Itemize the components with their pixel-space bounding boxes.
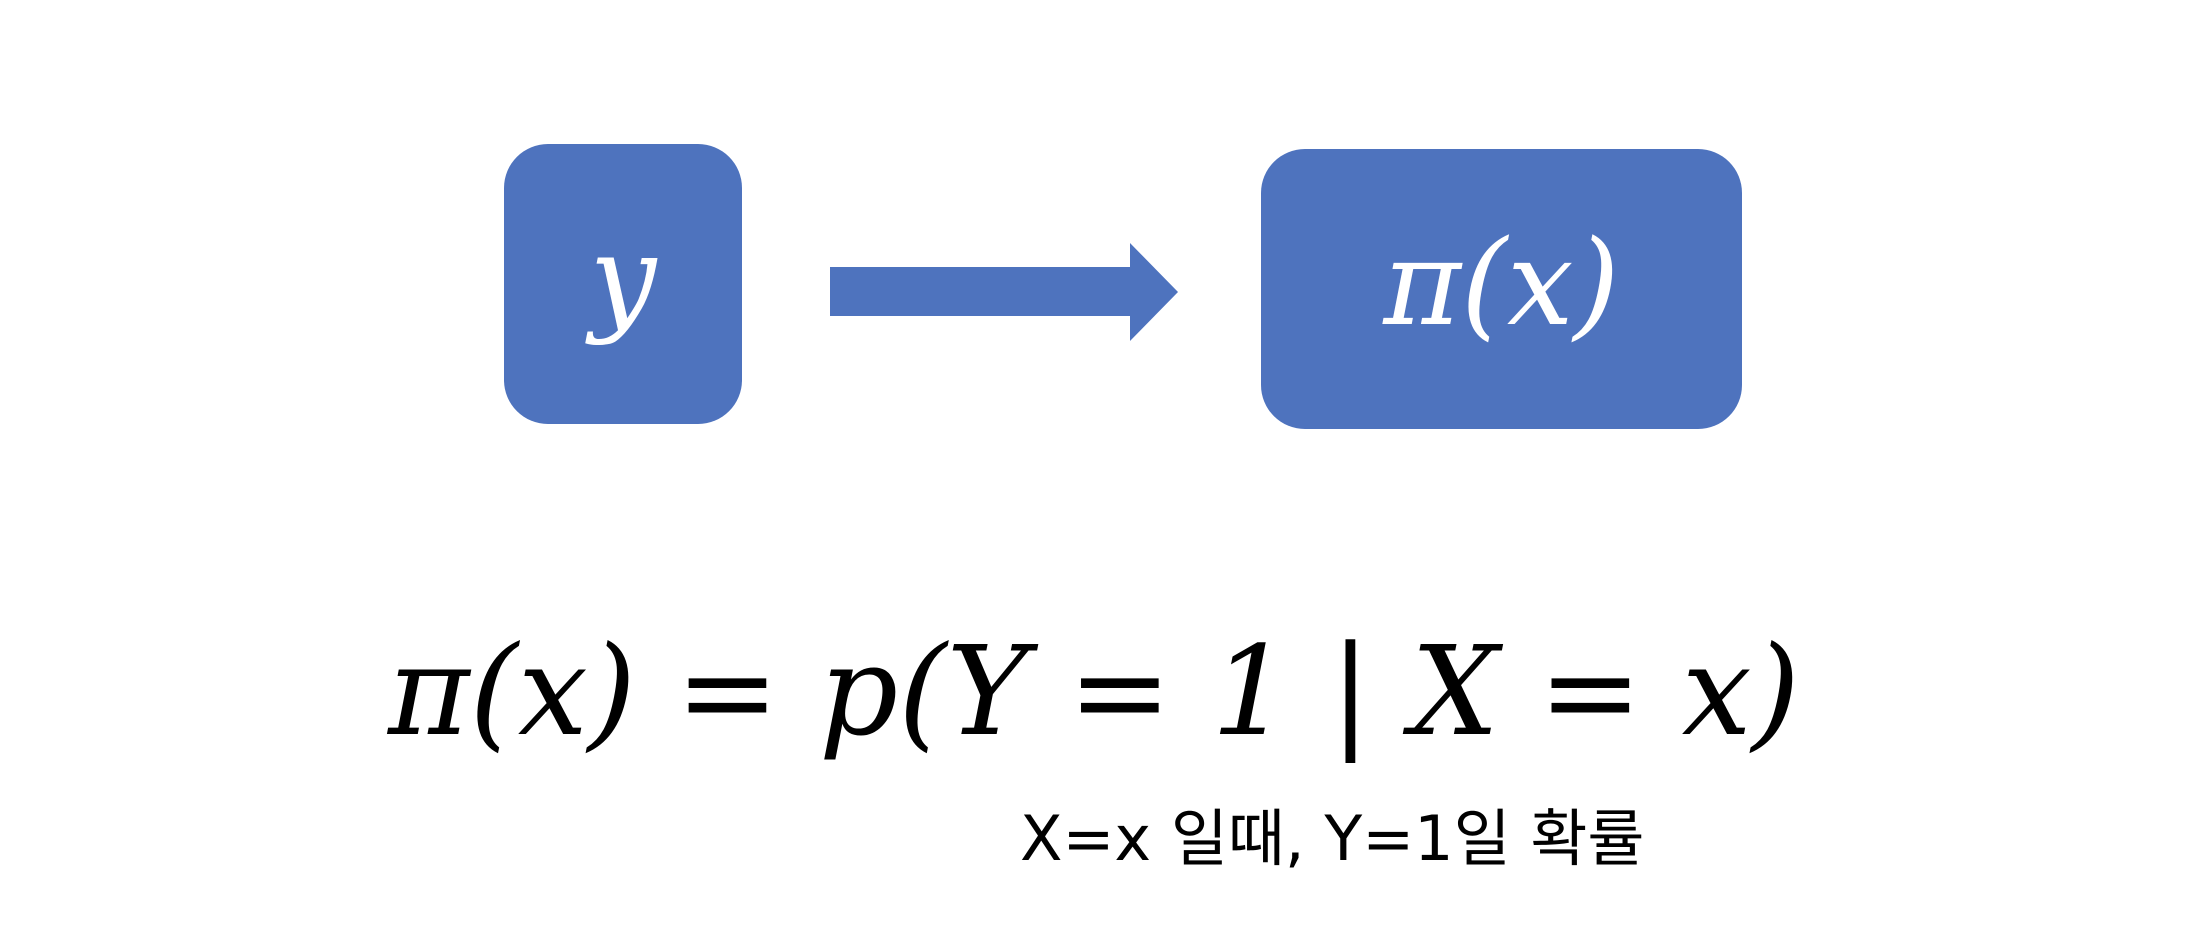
right-arrow-icon: [830, 243, 1178, 341]
input-node-box: y: [504, 144, 742, 424]
input-node-label: y: [589, 209, 657, 347]
probability-formula: π(x) = p(Y = 1 | X = x): [387, 620, 1801, 764]
formula-caption: X=x 일때, Y=1일 확률: [1020, 802, 1645, 875]
output-node-box: π(x): [1261, 149, 1742, 429]
output-node-label: π(x): [1383, 214, 1620, 352]
